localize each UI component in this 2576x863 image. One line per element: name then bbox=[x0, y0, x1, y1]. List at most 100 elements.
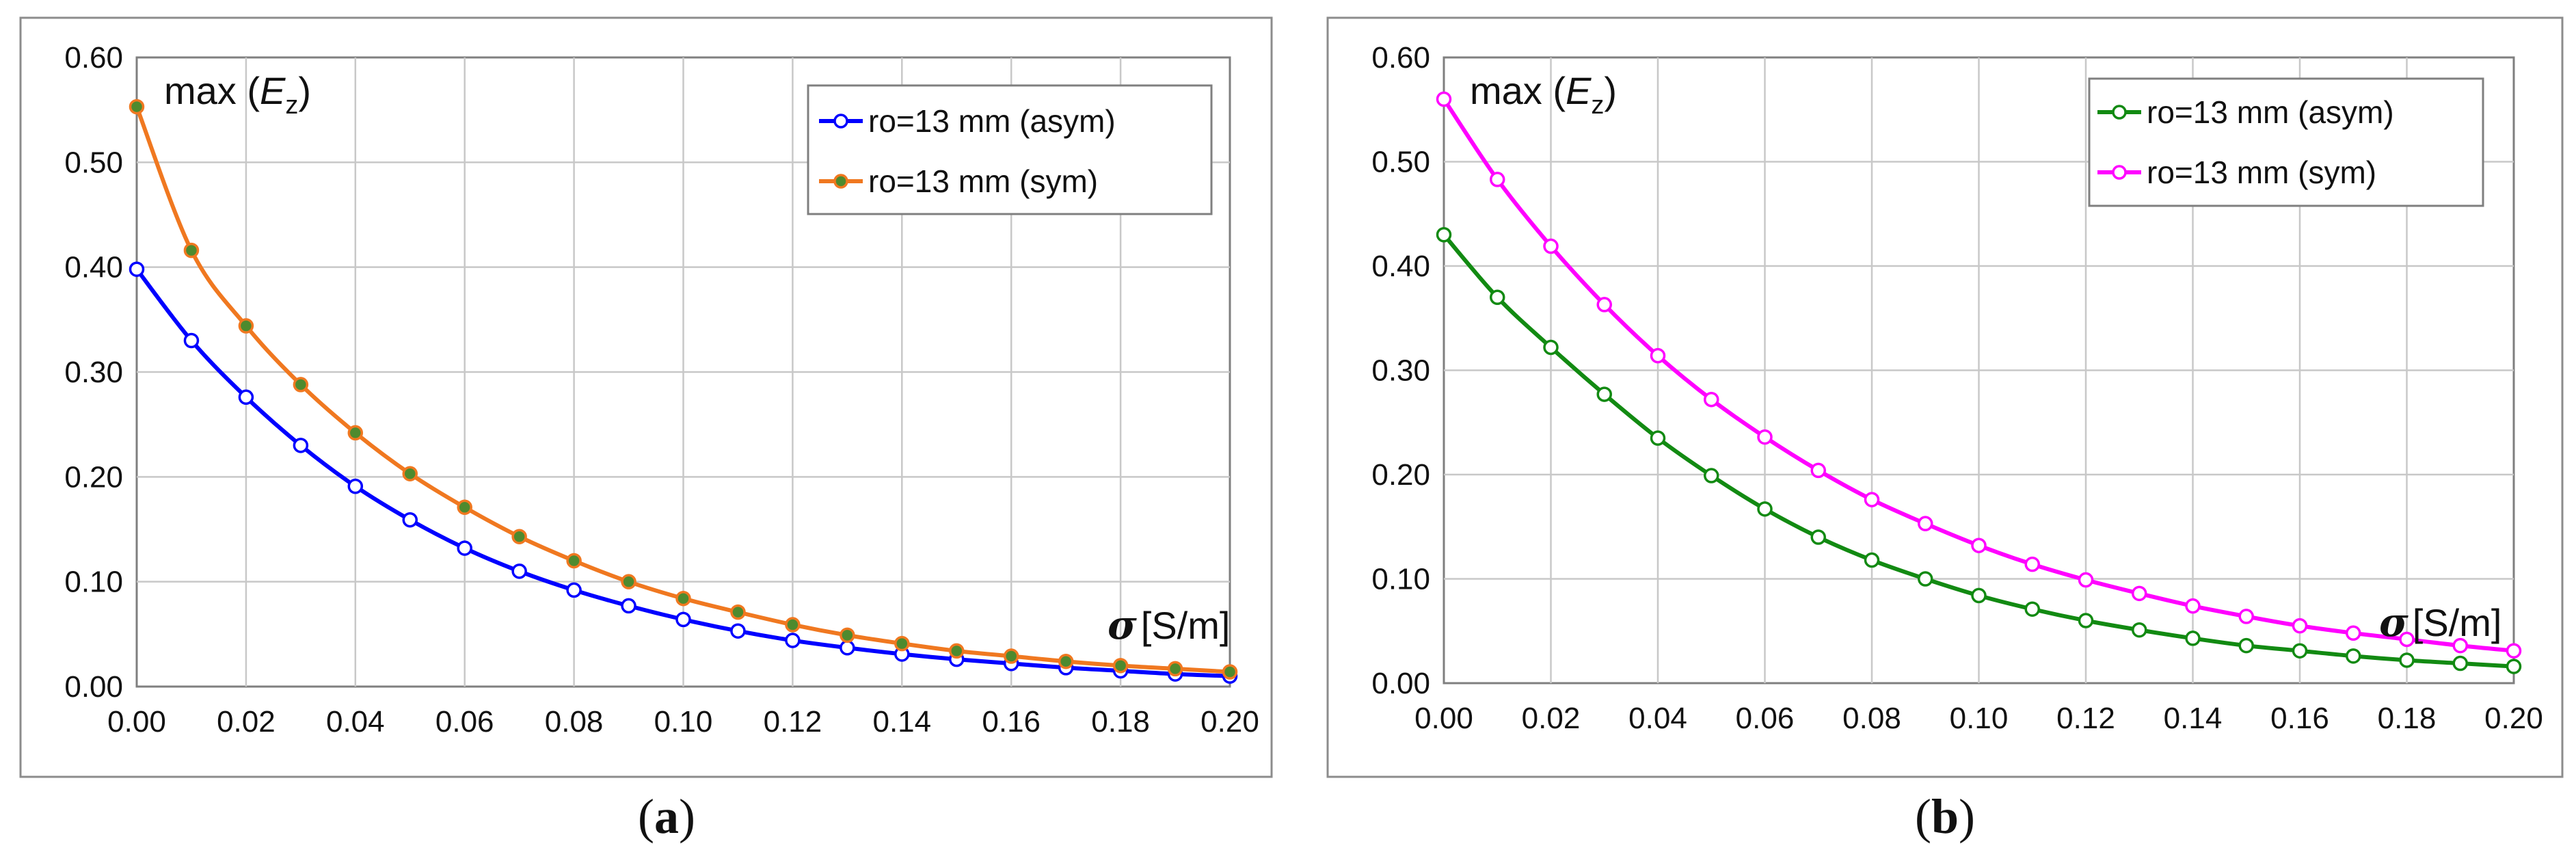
panel-a-point-asym-7 bbox=[511, 563, 527, 579]
panel-a-x-tick-label-0-08: 0.08 bbox=[545, 705, 604, 739]
panel-b-point-asym-9 bbox=[1918, 571, 1933, 587]
panel-a-legend: ro=13 mm (asym) ro=13 mm (sym) bbox=[807, 84, 1213, 215]
panel-a-y-axis-label: max (Ez) bbox=[164, 69, 311, 120]
panel-b-point-sym-18 bbox=[2399, 631, 2415, 648]
panel-a-point-sym-4 bbox=[347, 425, 364, 441]
panel-b-point-sym-0 bbox=[1436, 91, 1452, 107]
panel-b-point-asym-11 bbox=[2024, 601, 2040, 617]
panel-a-point-sym-19 bbox=[1167, 661, 1183, 677]
panel-a-point-sym-17 bbox=[1058, 653, 1074, 669]
panel-a-point-asym-8 bbox=[566, 582, 582, 598]
panel-b-point-sym-12 bbox=[2078, 572, 2094, 588]
panel-b-point-sym-10 bbox=[1971, 537, 1987, 553]
panel-b-point-asym-17 bbox=[2346, 648, 2361, 664]
panel-b-x-tick-label-0-16: 0.16 bbox=[2270, 702, 2329, 735]
panel-b-x-tick-label-0-10: 0.10 bbox=[1950, 702, 2009, 735]
panel-a-series-line-sym bbox=[135, 106, 1231, 674]
panel-a-point-sym-20 bbox=[1222, 664, 1238, 680]
panel-b-point-asym-8 bbox=[1864, 552, 1880, 568]
panel-a-legend-entry-asym: ro=13 mm (asym) bbox=[819, 103, 1116, 139]
panel-a-point-asym-11 bbox=[730, 623, 746, 639]
panel-a-legend-entry-sym: ro=13 mm (sym) bbox=[819, 163, 1098, 199]
panel-a-x-axis-label: σ [S/m] bbox=[1108, 602, 1230, 648]
panel-b-point-asym-19 bbox=[2452, 655, 2468, 672]
panel-a-point-asym-10 bbox=[675, 611, 691, 628]
panel-a-y-tick-label-0-10: 0.10 bbox=[64, 566, 123, 599]
panel-b-point-sym-9 bbox=[1918, 516, 1933, 531]
panel-b-legend-marker-asym bbox=[2112, 105, 2127, 120]
panel-b-point-sym-4 bbox=[1650, 347, 1666, 364]
panel-a-x-ticks: 0.00 0.02 0.04 0.06 0.08 0.10 0.12 0.14 0.16 0.18… bbox=[107, 705, 1259, 739]
panel-b-point-sym-15 bbox=[2238, 609, 2254, 624]
panel-b-x-tick-label-0-00: 0.00 bbox=[1414, 702, 1473, 735]
panel-a-point-sym-2 bbox=[238, 318, 254, 334]
panel-b-point-sym-16 bbox=[2292, 618, 2308, 634]
panel-b-point-asym-14 bbox=[2185, 630, 2201, 646]
panel-a-point-sym-13 bbox=[840, 627, 855, 643]
panel-b-point-asym-2 bbox=[1543, 339, 1559, 356]
panel-b-x-ticks: 0.00 0.02 0.04 0.06 0.08 0.10 0.12 0.14 0.16 0.18… bbox=[1414, 702, 2543, 735]
panel-a-point-asym-2 bbox=[238, 389, 254, 406]
panel-a-point-sym-15 bbox=[949, 643, 965, 659]
panel-b-y-tick-label-0-40: 0.40 bbox=[1371, 250, 1430, 283]
panel-a-x-tick-label-0-14: 0.14 bbox=[872, 705, 931, 739]
panel-b-point-sym-13 bbox=[2132, 585, 2147, 602]
panel-b-x-tick-label-0-08: 0.08 bbox=[1842, 702, 1901, 735]
panel-a-y-tick-label-0-60: 0.60 bbox=[64, 41, 123, 75]
panel-b-point-sym-2 bbox=[1543, 238, 1559, 254]
panel-b-legend-entry-sym: ro=13 mm (sym) bbox=[2097, 155, 2376, 190]
panel-a-x-tick-label-0-00: 0.00 bbox=[107, 705, 166, 739]
panel-a-y-tick-label-0-50: 0.50 bbox=[64, 146, 123, 179]
panel-b-point-asym-6 bbox=[1757, 501, 1773, 517]
panel-a: 0.000.100.200.300.400.500.60 0.00 0.02 0.0… bbox=[19, 16, 1273, 844]
panel-b-point-asym-7 bbox=[1810, 529, 1826, 545]
panel-b-y-tick-label-0-60: 0.60 bbox=[1371, 41, 1430, 75]
panel-a-x-tick-label-0-18: 0.18 bbox=[1091, 705, 1150, 739]
panel-b-point-sym-11 bbox=[2024, 556, 2040, 572]
panel-b-point-sym-6 bbox=[1757, 429, 1773, 445]
panel-b-point-asym-16 bbox=[2292, 643, 2308, 659]
panel-a-point-asym-9 bbox=[621, 598, 636, 614]
panel-a-point-sym-7 bbox=[511, 529, 527, 544]
panel-a-y-tick-label-0-20: 0.20 bbox=[64, 460, 123, 494]
panel-b-point-sym-17 bbox=[2346, 625, 2361, 641]
panel-a-point-sym-10 bbox=[675, 590, 691, 607]
panel-a-legend-box bbox=[807, 84, 1213, 215]
panel-b-point-sym-8 bbox=[1864, 492, 1880, 507]
panel-b-legend-label-asym: ro=13 mm (asym) bbox=[2147, 94, 2394, 130]
panel-b-x-tick-label-0-04: 0.04 bbox=[1628, 702, 1687, 735]
panel-a-point-sym-12 bbox=[785, 617, 801, 633]
panel-b-y-tick-label-0-20: 0.20 bbox=[1371, 458, 1430, 492]
panel-b-series-layer bbox=[1436, 91, 2522, 674]
panel-b-point-asym-13 bbox=[2132, 622, 2147, 638]
panel-b-point-asym-20 bbox=[2506, 659, 2522, 674]
panel-a-y-tick-label-0-30: 0.30 bbox=[64, 356, 123, 389]
panel-b-point-asym-5 bbox=[1704, 468, 1719, 483]
panel-a-x-tick-label-0-12: 0.12 bbox=[764, 705, 822, 739]
panel-b-point-sym-5 bbox=[1704, 391, 1719, 408]
panel-b-x-axis-label: σ [S/m] bbox=[2379, 599, 2501, 646]
panel-a-x-tick-label-0-10: 0.10 bbox=[654, 705, 713, 739]
panel-a-point-sym-3 bbox=[293, 377, 309, 393]
panel-b-point-asym-18 bbox=[2399, 652, 2415, 668]
panel-b-point-asym-10 bbox=[1971, 587, 1987, 604]
panel-a-point-asym-13 bbox=[840, 640, 855, 656]
panel-b-point-asym-3 bbox=[1596, 386, 1612, 402]
panel-a-point-sym-5 bbox=[402, 466, 418, 481]
panel-a-point-sym-0 bbox=[129, 98, 145, 115]
panel-a-point-asym-3 bbox=[293, 438, 309, 453]
panel-a-series-layer bbox=[129, 98, 1238, 684]
panel-b: 0.000.100.200.300.400.500.60 0.00 0.02 0.0… bbox=[1326, 16, 2564, 844]
panel-b-point-sym-20 bbox=[2506, 643, 2522, 659]
panel-a-y-tick-label-0-40: 0.40 bbox=[64, 251, 123, 284]
panel-a-point-asym-5 bbox=[402, 512, 418, 528]
panel-b-y-tick-label-0-30: 0.30 bbox=[1371, 354, 1430, 388]
panel-b-x-tick-label-0-02: 0.02 bbox=[1522, 702, 1581, 735]
panel-a-point-sym-6 bbox=[457, 499, 472, 516]
panel-a-legend-label-sym: ro=13 mm (sym) bbox=[868, 163, 1098, 199]
panel-b-legend-label-sym: ro=13 mm (sym) bbox=[2147, 155, 2376, 190]
panel-b-caption: (b) bbox=[1915, 789, 1975, 844]
panel-b-point-asym-4 bbox=[1650, 430, 1666, 446]
panel-a-point-sym-8 bbox=[566, 553, 582, 569]
